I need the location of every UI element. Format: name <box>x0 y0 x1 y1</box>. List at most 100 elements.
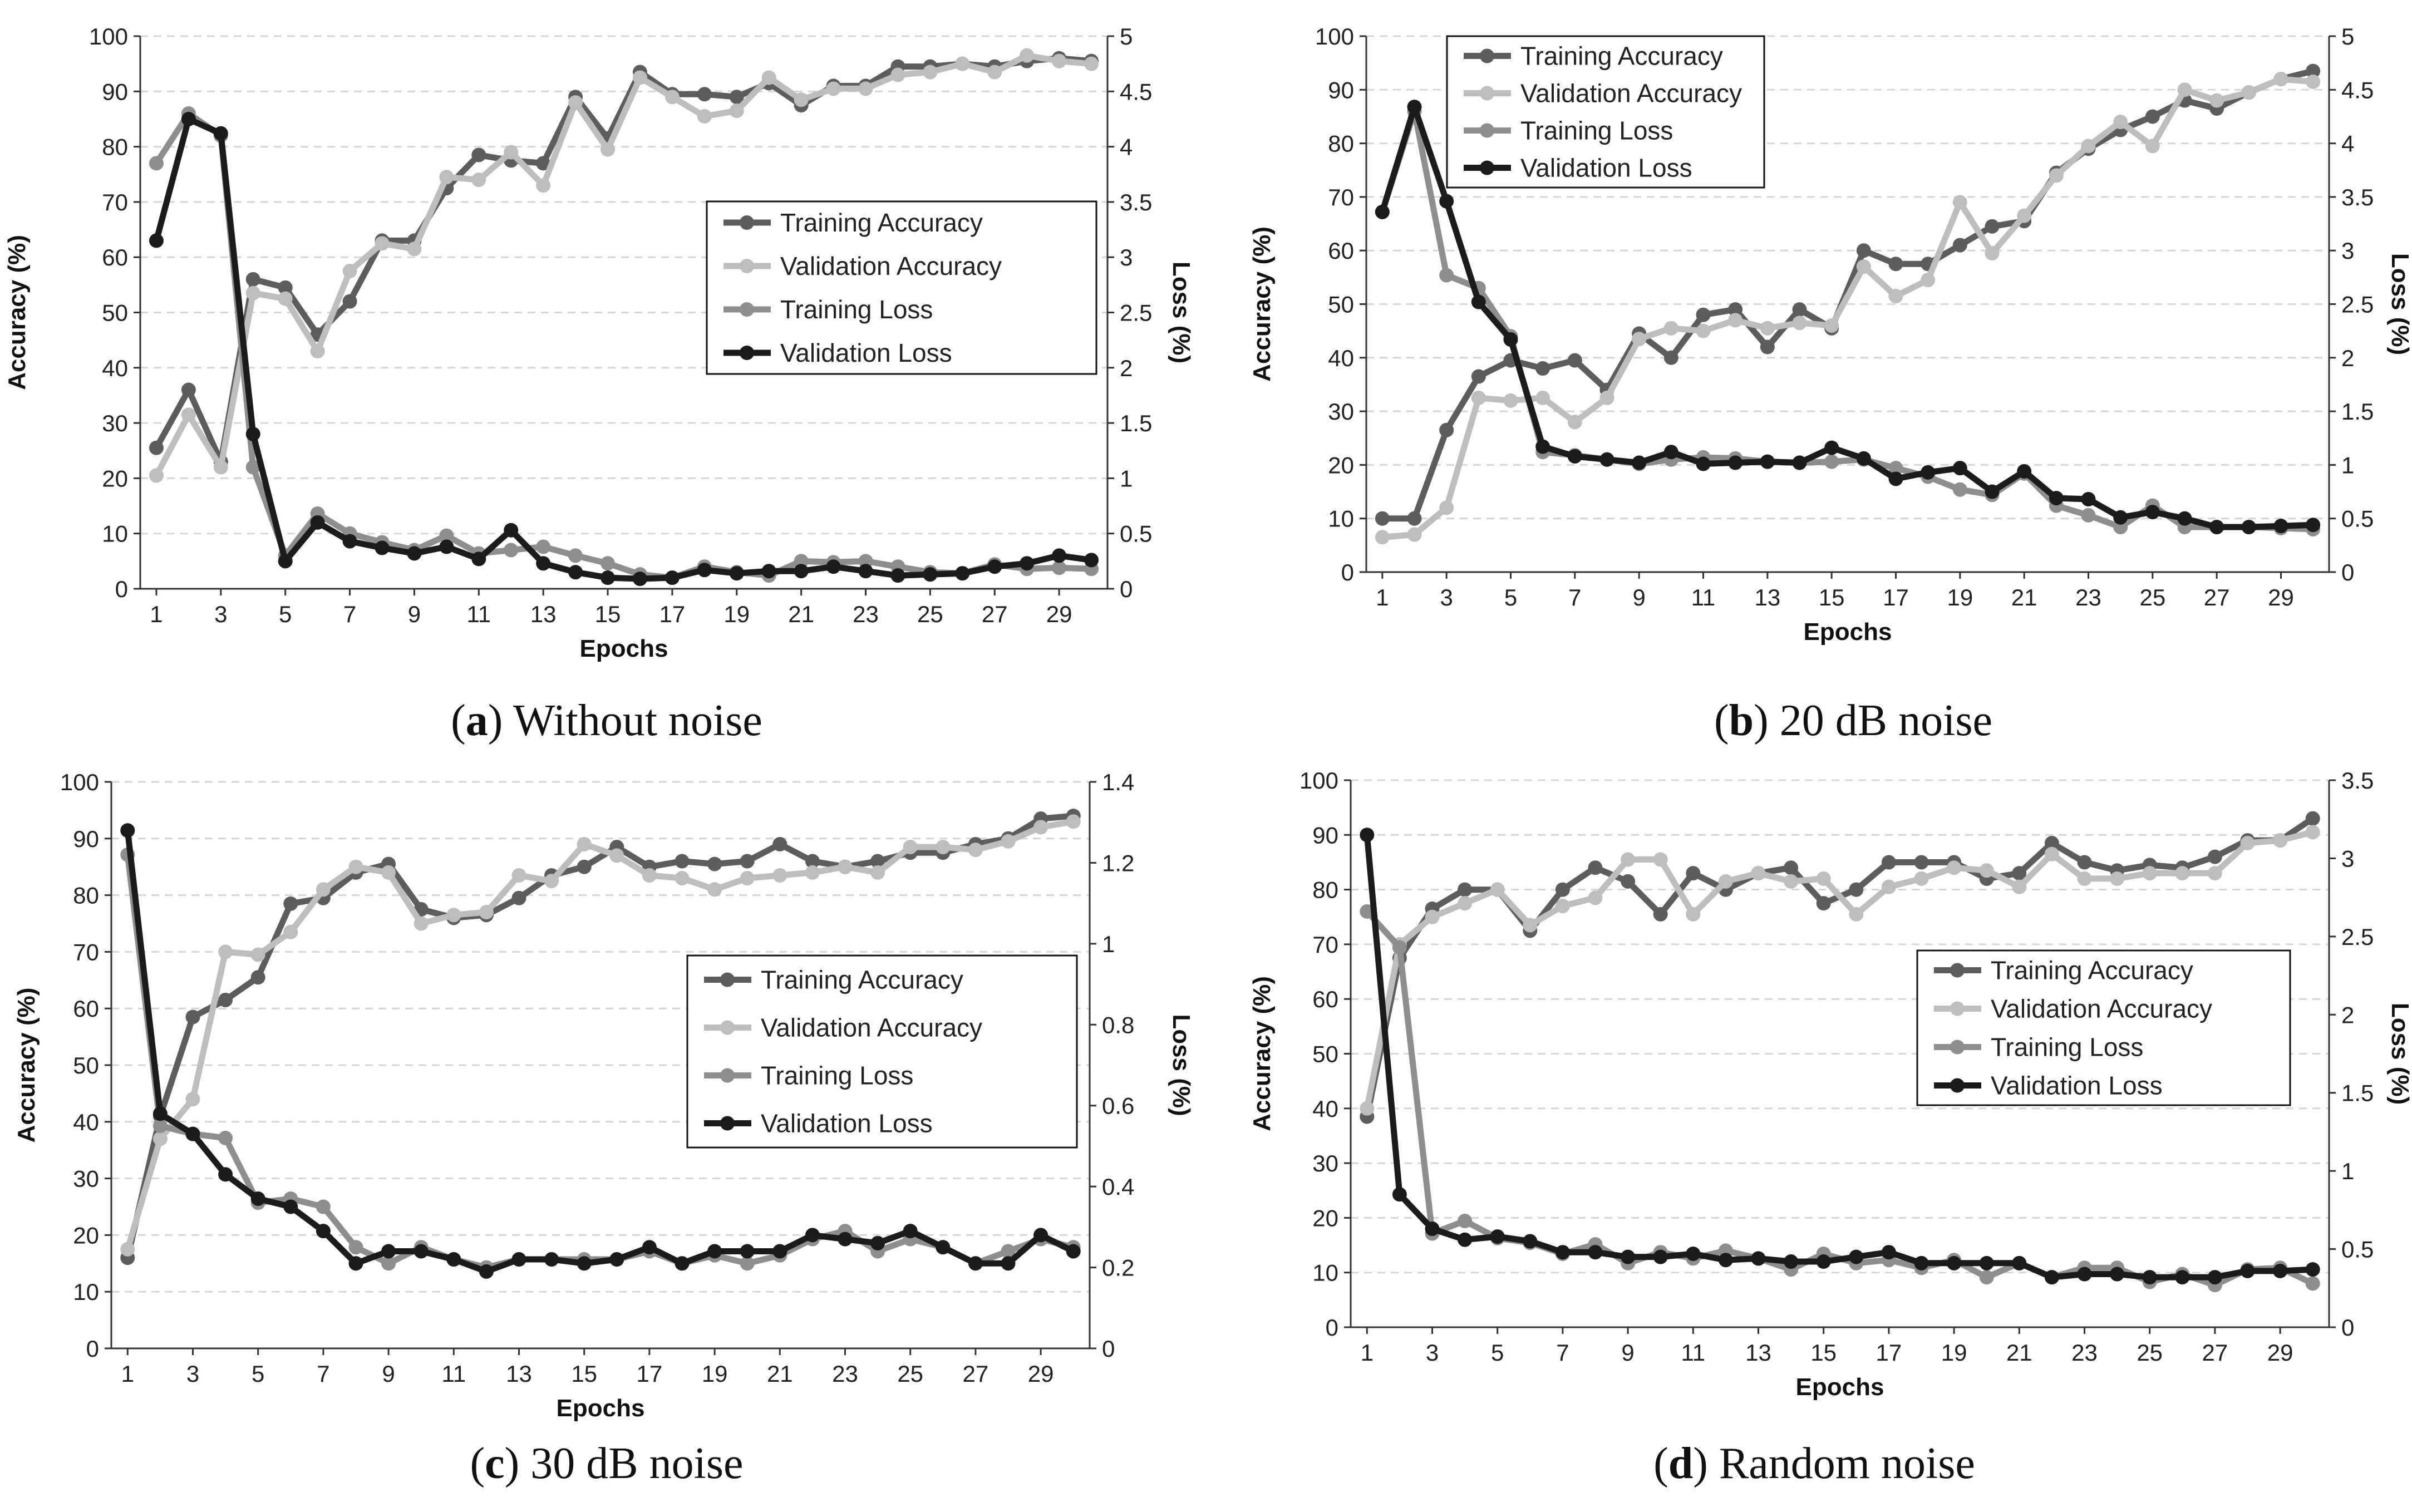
right-tick-label: 0.4 <box>1102 1174 1134 1200</box>
data-point-validation-accuracy <box>1567 415 1582 430</box>
data-point-validation-accuracy <box>1686 907 1701 922</box>
data-point-training-accuracy <box>536 156 551 171</box>
left-tick-label: 30 <box>102 410 128 436</box>
data-point-validation-loss <box>936 1240 951 1255</box>
x-tick-label: 27 <box>963 1361 989 1387</box>
left-tick-label: 90 <box>73 826 99 852</box>
x-tick-label: 3 <box>1426 1339 1439 1366</box>
data-point-validation-accuracy <box>1985 246 2000 261</box>
data-point-validation-loss <box>471 551 486 567</box>
data-point-validation-loss <box>2081 492 2096 507</box>
chart-b: 0 10 20 30 40 50 60 70 80 90 100 0 0.5 1 1.5 2 2.5 3 3.5 4 4… <box>1248 23 2412 646</box>
right-tick-label: 4.5 <box>2341 77 2374 103</box>
data-point-validation-accuracy <box>1066 814 1081 829</box>
data-point-training-accuracy <box>2012 866 2027 881</box>
data-point-validation-accuracy <box>1375 530 1390 545</box>
data-point-validation-accuracy <box>2077 871 2092 886</box>
right-tick-label: 0.5 <box>2341 1237 2374 1263</box>
data-point-validation-loss <box>697 563 712 578</box>
x-tick-label: 1 <box>150 601 163 627</box>
data-point-validation-accuracy <box>2110 871 2125 886</box>
data-point-validation-accuracy <box>1439 500 1454 515</box>
data-point-training-accuracy <box>2044 836 2059 851</box>
data-point-validation-loss <box>439 539 454 554</box>
data-point-training-loss <box>858 554 873 569</box>
caption-c: (c) 30 dB noise <box>470 1439 744 1488</box>
data-point-validation-loss <box>1523 1234 1538 1249</box>
data-point-validation-accuracy <box>1425 909 1440 924</box>
data-point-training-accuracy <box>1555 882 1570 897</box>
data-point-validation-loss <box>1921 465 1936 480</box>
left-tick-label: 100 <box>1299 767 1338 794</box>
legend-box <box>1446 35 1765 189</box>
legend-label: Validation Accuracy <box>1520 79 1742 108</box>
data-point-validation-loss <box>987 559 1002 574</box>
data-point-validation-loss <box>600 570 616 585</box>
series-validation-loss <box>120 823 1081 1279</box>
left-tick-label: 50 <box>73 1052 99 1078</box>
data-point-validation-loss <box>2044 1270 2059 1285</box>
data-point-validation-accuracy <box>1052 53 1067 68</box>
right-tick-label: 0 <box>2341 1314 2354 1341</box>
left-tick-label: 30 <box>1328 398 1354 425</box>
data-point-validation-accuracy <box>149 468 164 483</box>
data-point-validation-accuracy <box>923 65 938 80</box>
data-point-validation-accuracy <box>1523 918 1538 933</box>
data-point-validation-loss <box>729 566 744 581</box>
data-point-validation-loss <box>1888 471 1903 486</box>
data-point-validation-loss <box>794 564 809 579</box>
data-point-validation-loss <box>1490 1229 1505 1244</box>
legend-label: Training Loss <box>780 295 933 324</box>
x-tick-label: 29 <box>1028 1361 1054 1387</box>
data-point-validation-accuracy <box>1621 852 1636 867</box>
data-point-training-accuracy <box>2207 849 2222 864</box>
data-point-validation-accuracy <box>1360 1101 1375 1116</box>
legend-label: Validation Loss <box>1991 1071 2163 1100</box>
x-tick-label: 19 <box>1941 1339 1967 1366</box>
data-point-validation-loss <box>149 233 164 248</box>
legend-swatch-marker <box>1480 123 1494 138</box>
legend-swatch-marker <box>1480 160 1494 175</box>
right-tick-label: 4 <box>2341 131 2354 157</box>
data-point-training-accuracy <box>1696 307 1711 322</box>
right-tick-label: 1.4 <box>1102 769 1134 795</box>
data-point-training-loss <box>1979 1270 1994 1285</box>
data-point-validation-loss <box>2207 1270 2222 1285</box>
right-tick-label: 2.5 <box>2341 292 2374 318</box>
data-point-validation-accuracy <box>1792 316 1807 331</box>
data-point-training-accuracy <box>1407 511 1422 526</box>
left-tick-label: 80 <box>1312 877 1338 903</box>
data-point-validation-accuracy <box>632 70 647 85</box>
data-point-validation-loss <box>348 1256 363 1271</box>
x-tick-label: 29 <box>1046 601 1072 627</box>
data-point-validation-accuracy <box>375 236 390 251</box>
x-tick-label: 15 <box>1819 584 1845 610</box>
data-point-validation-loss <box>1696 456 1711 471</box>
x-tick-label: 23 <box>853 601 879 627</box>
data-point-training-accuracy <box>1760 339 1775 354</box>
x-tick-label: 13 <box>1754 584 1780 610</box>
data-point-training-accuracy <box>1888 257 1903 272</box>
data-point-validation-loss <box>609 1252 624 1267</box>
data-point-validation-accuracy <box>2145 139 2160 154</box>
data-point-validation-loss <box>120 823 135 838</box>
data-point-validation-accuracy <box>407 242 422 257</box>
left-tick-label: 10 <box>1312 1260 1338 1286</box>
right-tick-label: 4.5 <box>1120 78 1152 105</box>
left-axis-title: Accuracy (%) <box>13 988 40 1143</box>
data-point-validation-accuracy <box>504 145 519 160</box>
data-point-validation-loss <box>1985 484 2000 499</box>
left-tick-label: 70 <box>1328 184 1354 210</box>
data-point-validation-accuracy <box>2305 825 2320 840</box>
left-tick-label: 10 <box>1328 506 1354 532</box>
data-point-validation-accuracy <box>414 916 429 931</box>
series-validation-accuracy <box>120 814 1081 1257</box>
data-point-validation-accuracy <box>2017 208 2032 223</box>
data-point-validation-accuracy <box>568 95 583 110</box>
data-point-validation-accuracy <box>348 859 363 874</box>
x-tick-label: 25 <box>2139 584 2165 610</box>
data-point-validation-accuracy <box>600 142 616 157</box>
right-tick-label: 1 <box>2341 1158 2354 1184</box>
right-tick-label: 2.5 <box>1120 300 1152 326</box>
data-point-validation-accuracy <box>987 65 1002 80</box>
